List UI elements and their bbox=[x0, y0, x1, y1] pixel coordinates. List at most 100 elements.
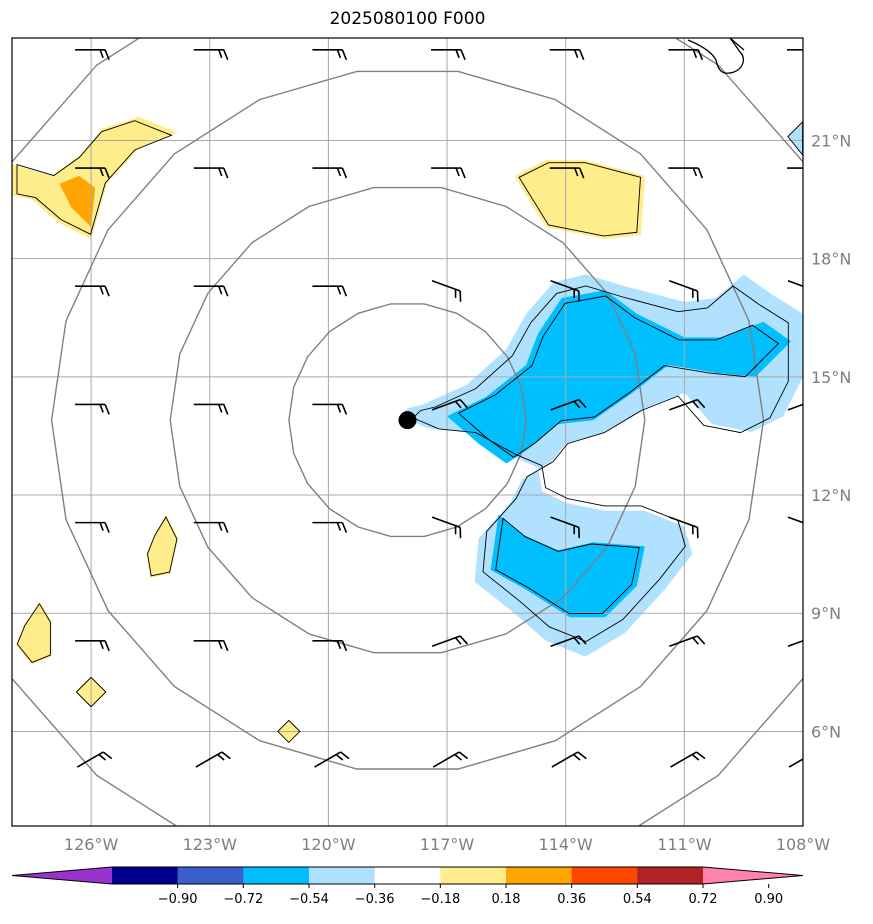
range-ring bbox=[50, 70, 765, 770]
wind-barb-flag bbox=[578, 49, 585, 61]
latitude-tick-label: 18°N bbox=[811, 250, 851, 269]
wind-barb-flag bbox=[341, 522, 348, 533]
wind-barb-shaft bbox=[788, 751, 803, 768]
contour-line bbox=[457, 295, 780, 458]
wind-barb-flag bbox=[813, 527, 820, 538]
wind-barb-flag bbox=[221, 751, 231, 760]
colorbar-tick-label: 0.54 bbox=[623, 892, 652, 907]
wind-barb-flag bbox=[454, 753, 462, 761]
wind-barb bbox=[431, 516, 462, 539]
wind-barb-flag bbox=[223, 640, 229, 652]
wind-barb-flag bbox=[99, 167, 104, 177]
colorbar-segment bbox=[177, 867, 244, 884]
wind-barb-flag bbox=[341, 285, 348, 297]
colorbar-segment bbox=[309, 867, 376, 884]
wind-barb bbox=[75, 521, 110, 533]
longitude-tick-label: 117°W bbox=[420, 835, 475, 854]
wind-barb-flag bbox=[460, 167, 466, 179]
wind-barb-flag bbox=[692, 49, 698, 59]
wind-barb bbox=[314, 751, 350, 768]
wind-barb-flag bbox=[573, 289, 576, 298]
wind-barb-flag bbox=[223, 404, 229, 415]
wind-barb-flag bbox=[812, 50, 815, 58]
wind-barb-flag bbox=[578, 290, 580, 302]
wind-barb bbox=[76, 751, 113, 768]
wind-barb-flag bbox=[102, 751, 113, 760]
wind-barb-flag bbox=[817, 50, 821, 60]
colorbar-segment bbox=[440, 867, 507, 884]
wind-barb-flag bbox=[811, 753, 818, 761]
wind-barb-flag bbox=[692, 637, 699, 645]
wind-barb bbox=[669, 398, 706, 411]
wind-barb bbox=[788, 750, 823, 768]
wind-barb-flag bbox=[460, 49, 466, 61]
wind-barb-flag bbox=[218, 167, 223, 177]
range-ring bbox=[169, 186, 646, 654]
wind-barb-shaft bbox=[314, 751, 341, 768]
wind-barb-flag bbox=[336, 167, 342, 177]
wind-barb bbox=[431, 398, 468, 411]
longitude-tick-label: 120°W bbox=[301, 835, 356, 854]
wind-barb-flag bbox=[572, 753, 581, 761]
wind-barb-flag bbox=[573, 637, 581, 645]
wind-barb bbox=[312, 640, 348, 652]
wind-barb-flag bbox=[578, 167, 585, 179]
wind-barb-shaft bbox=[787, 279, 803, 292]
wind-barb-flag bbox=[815, 750, 823, 761]
wind-barb-flag bbox=[696, 635, 706, 645]
wind-barb-flag bbox=[459, 399, 468, 409]
filled-contour-region bbox=[787, 120, 803, 157]
wind-barb bbox=[787, 49, 821, 60]
wind-barb bbox=[193, 521, 229, 533]
wind-barb-flag bbox=[336, 640, 342, 650]
wind-barb-flag bbox=[341, 167, 348, 179]
wind-barb-flag bbox=[336, 49, 342, 59]
contour-line bbox=[147, 516, 178, 577]
colorbar-tick-label: 0.90 bbox=[754, 892, 783, 907]
wind-barb-flag bbox=[816, 635, 823, 646]
wind-barb-flag bbox=[573, 49, 579, 59]
wind-barb-flag bbox=[99, 404, 104, 413]
wind-barb bbox=[312, 167, 348, 179]
wind-barb-flag bbox=[573, 400, 581, 409]
wind-barb bbox=[431, 279, 462, 302]
filled-contour-region bbox=[490, 514, 645, 618]
wind-barb-flag bbox=[99, 522, 104, 531]
coastline bbox=[729, 38, 745, 51]
wind-barb-flag bbox=[104, 640, 110, 652]
wind-barb-flag bbox=[692, 289, 694, 298]
wind-barb-shaft bbox=[787, 398, 803, 411]
wind-barb bbox=[193, 403, 229, 415]
wind-barb-flag bbox=[218, 404, 223, 413]
colorbar-tick-label: −0.18 bbox=[420, 892, 460, 907]
colorbar-tick-label: −0.72 bbox=[223, 892, 263, 907]
colorbar-extend-low bbox=[12, 867, 112, 884]
wind-barb-flag bbox=[341, 404, 348, 415]
latitude-tick-label: 21°N bbox=[811, 131, 851, 150]
colorbar-tick-label: 0.36 bbox=[557, 892, 586, 907]
wind-barb bbox=[75, 403, 110, 415]
wind-barb-flag bbox=[459, 290, 462, 302]
range-ring bbox=[288, 303, 527, 538]
wind-barb-flag bbox=[455, 167, 460, 177]
colorbar-tick-label: 0.72 bbox=[689, 892, 718, 907]
colorbar-tick-label: 0.18 bbox=[492, 892, 521, 907]
wind-barb-flag bbox=[578, 399, 587, 409]
wind-barb-shaft bbox=[550, 635, 580, 648]
contour-line bbox=[16, 120, 173, 235]
wind-barb bbox=[431, 167, 466, 179]
wind-barb-flag bbox=[104, 167, 110, 179]
wind-barb bbox=[195, 751, 231, 768]
filled-contour-region bbox=[59, 175, 96, 228]
wind-barb-flag bbox=[577, 751, 587, 760]
wind-barb-flag bbox=[692, 400, 699, 409]
longitude-tick-label: 111°W bbox=[657, 835, 712, 854]
wind-barb-flag bbox=[692, 525, 694, 535]
wind-barb-flag bbox=[341, 640, 348, 652]
wind-barb bbox=[193, 49, 229, 61]
wind-barb bbox=[550, 516, 580, 539]
wind-barb-flag bbox=[218, 522, 223, 531]
wind-barb-shaft bbox=[432, 751, 460, 768]
filled-contour-region bbox=[12, 116, 179, 239]
wind-barb bbox=[312, 403, 348, 415]
